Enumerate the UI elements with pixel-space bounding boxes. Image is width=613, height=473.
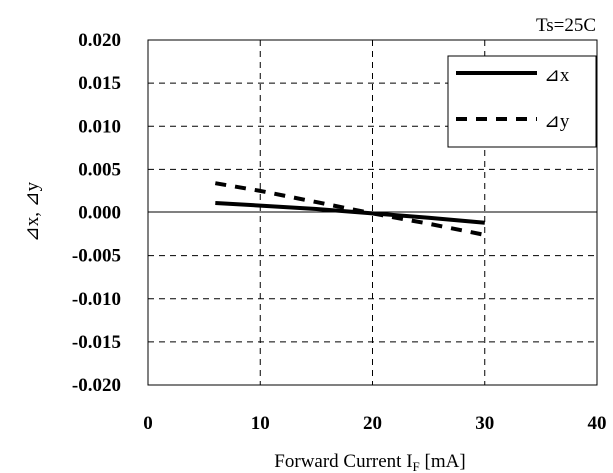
y-tick-label: 0.010 xyxy=(78,116,121,137)
y-tick-label: 0.005 xyxy=(78,159,121,180)
legend: ⊿x ⊿y xyxy=(447,55,597,148)
x-tick-label: 40 xyxy=(588,413,607,434)
y-tick-label: -0.010 xyxy=(72,289,121,310)
x-axis-label-unit: [mA] xyxy=(420,451,466,472)
x-axis-label-subscript: F xyxy=(413,459,420,473)
y-tick-label: 0.000 xyxy=(78,203,121,224)
series-layer xyxy=(214,181,486,237)
y-tick-label: -0.020 xyxy=(72,375,121,396)
y-tick-labels: 0.020 0.015 0.010 0.005 0.000 -0.005 -0.010 -0.… xyxy=(72,30,121,396)
x-tick-labels: 0 10 20 30 40 xyxy=(143,413,606,434)
y-tick-label: -0.015 xyxy=(72,332,121,353)
y-tick-label: 0.015 xyxy=(78,73,121,94)
y-axis-label: ⊿x, ⊿y xyxy=(22,181,43,242)
x-tick-label: 20 xyxy=(363,413,382,434)
x-tick-label: 10 xyxy=(251,413,270,434)
y-tick-label: -0.005 xyxy=(72,246,121,267)
x-tick-label: 30 xyxy=(475,413,494,434)
x-tick-label: 0 xyxy=(143,413,153,434)
y-tick-label: 0.020 xyxy=(78,30,121,51)
legend-label-dx: ⊿x xyxy=(544,65,570,86)
series-line-dy xyxy=(214,181,486,237)
legend-label-dy: ⊿y xyxy=(544,111,570,132)
series-line-dx xyxy=(215,201,485,225)
legend-box xyxy=(447,55,597,148)
plot-frame xyxy=(147,39,598,386)
temperature-annotation: Ts=25C xyxy=(536,15,596,36)
x-axis-label: Forward Current IF [mA] xyxy=(274,451,465,473)
x-axis-label-main: Forward Current I xyxy=(274,451,412,472)
